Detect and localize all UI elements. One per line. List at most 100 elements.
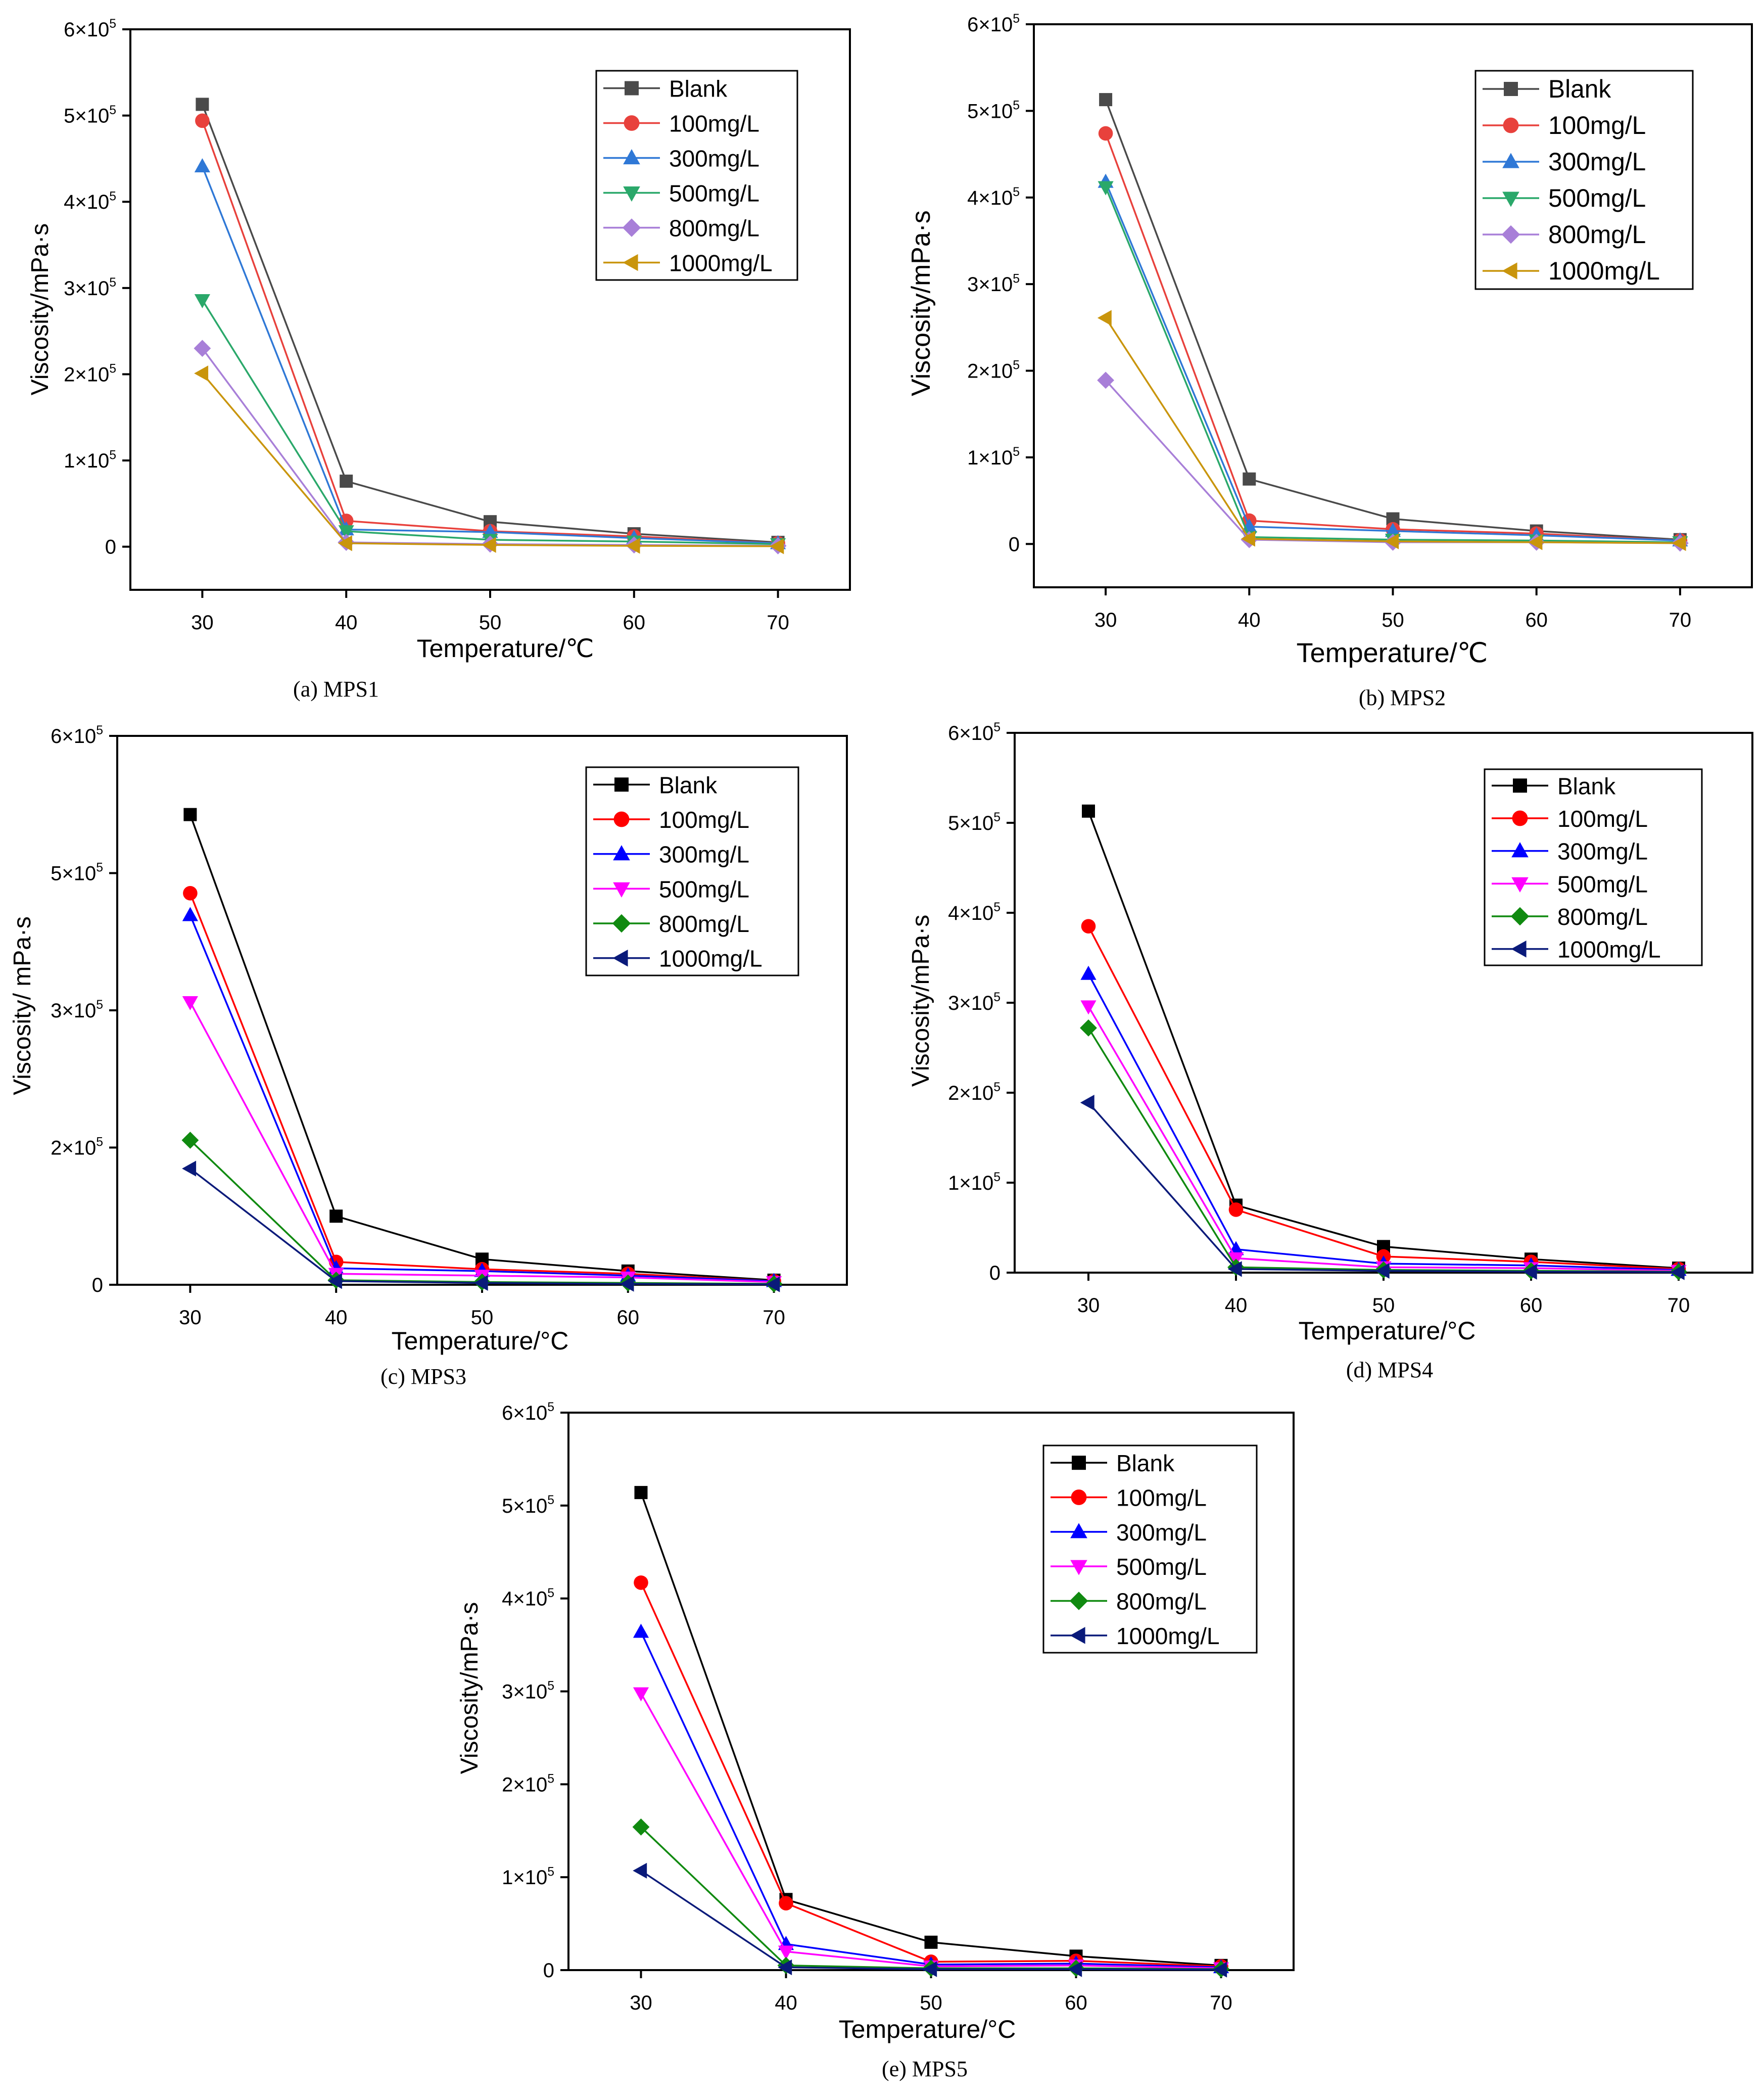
legend-label-c-4: 800mg/L [659, 911, 749, 937]
legend-marker-b-2 [1502, 153, 1519, 168]
x-tick-label-d: 30 [1077, 1294, 1100, 1317]
legend-label-d-5: 1000mg/L [1557, 937, 1661, 963]
series-line-d-1 [1087, 925, 1679, 1270]
y-tick-label-e: 5×105 [502, 1494, 554, 1517]
x-tick-label-b: 50 [1382, 609, 1404, 631]
legend-label-d-3: 500mg/L [1557, 871, 1648, 897]
legend-marker-a-2 [623, 149, 640, 165]
y-axis-label-b: Viscosity/mPa·s [906, 210, 935, 396]
data-point-c-2 [182, 907, 198, 921]
data-point-d-1 [1081, 919, 1096, 934]
y-tick-label-c: 6×105 [51, 724, 103, 748]
caption-a: (a) MPS1 [293, 677, 379, 702]
legend-label-d-4: 800mg/L [1557, 904, 1648, 930]
legend-marker-a-5 [623, 254, 638, 271]
x-tick-label-b: 30 [1094, 609, 1117, 631]
data-point-c-5 [182, 1160, 197, 1177]
legend-marker-c-1 [613, 811, 630, 827]
legend-label-b-4: 800mg/L [1548, 220, 1646, 249]
data-point-c-5 [327, 1273, 342, 1289]
legend-label-c-5: 1000mg/L [659, 946, 763, 972]
legend-label-a-4: 800mg/L [669, 215, 759, 242]
data-point-b-5 [1097, 310, 1112, 326]
data-point-e-5 [633, 1862, 647, 1879]
legend-marker-c-0 [614, 777, 629, 792]
legend-marker-d-4 [1510, 907, 1530, 926]
y-axis-label-e: Viscosity/mPa·s [456, 1602, 483, 1775]
x-tick-label-e: 60 [1065, 1992, 1087, 2014]
y-tick-label-d: 0 [989, 1262, 1001, 1284]
data-point-b-4 [1097, 371, 1114, 389]
x-tick-label-e: 70 [1210, 1992, 1232, 2014]
data-point-a-5 [626, 538, 640, 554]
data-point-c-4 [181, 1132, 199, 1149]
legend-marker-a-1 [624, 115, 640, 131]
y-tick-label-c: 3×105 [51, 998, 103, 1022]
y-tick-label-d: 3×105 [948, 991, 1001, 1014]
x-axis-label-a: Temperature/℃ [417, 634, 594, 663]
legend-label-c-2: 300mg/L [659, 842, 749, 868]
data-point-e-5 [923, 1961, 937, 1977]
data-point-a-5 [194, 365, 209, 382]
chart-e: 30 40 50 60 70 0 1×105 2×105 3×105 4×105 5×105 6×10… [456, 1401, 1295, 2081]
series-line-d-4 [1087, 1027, 1679, 1273]
x-tick-label-a: 40 [335, 612, 358, 634]
data-point-d-5 [1080, 1094, 1094, 1111]
data-point-e-4 [632, 1818, 650, 1836]
legend-box-d [1484, 768, 1703, 966]
y-axis-label-c: Viscosity/ mPa·s [9, 916, 36, 1095]
legend-label-b-5: 1000mg/L [1548, 257, 1660, 285]
legend-label-c-3: 500mg/L [659, 876, 749, 902]
legend-label-c-0: Blank [659, 772, 718, 798]
y-axis-label-d: Viscosity/mPa·s [908, 915, 934, 1087]
data-point-b-2 [1385, 523, 1401, 537]
data-point-c-5 [620, 1276, 634, 1292]
y-tick-label-c: 5×105 [51, 861, 103, 885]
data-point-d-5 [1522, 1264, 1537, 1280]
data-point-a-5 [482, 537, 496, 553]
y-tick-label-c: 2×105 [51, 1136, 103, 1159]
x-tick-label-a: 60 [623, 612, 646, 634]
data-point-e-0 [634, 1486, 648, 1500]
legend-marker-c-2 [613, 845, 630, 861]
legend-marker-e-5 [1070, 1627, 1085, 1644]
y-tick-label-e: 0 [543, 1959, 554, 1982]
data-point-a-1 [195, 113, 210, 128]
data-point-c-1 [183, 886, 198, 901]
data-point-d-3 [1080, 1000, 1097, 1015]
data-point-b-0 [1243, 472, 1256, 486]
data-point-e-1 [634, 1575, 648, 1590]
data-point-e-3 [633, 1687, 649, 1702]
y-tick-label-b: 3×105 [967, 272, 1020, 296]
x-tick-label-c: 50 [471, 1306, 494, 1329]
legend-marker-b-1 [1503, 117, 1519, 133]
legend-label-b-0: Blank [1548, 75, 1611, 103]
y-tick-label-a: 1×105 [64, 448, 116, 472]
data-point-c-0 [183, 808, 197, 821]
legend-box-b [1474, 70, 1694, 290]
x-tick-label-b: 60 [1525, 609, 1548, 631]
data-point-e-2 [633, 1623, 649, 1638]
legend-label-a-1: 100mg/L [669, 111, 759, 137]
legend-box-c [585, 766, 799, 976]
legend-label-e-2: 300mg/L [1116, 1519, 1207, 1546]
legend-marker-c-5 [612, 949, 628, 967]
legend-label-b-1: 100mg/L [1548, 111, 1646, 139]
x-axis-label-e: Temperature/°C [839, 2015, 1016, 2043]
y-tick-label-e: 1×105 [502, 1865, 554, 1889]
data-point-c-3 [182, 996, 198, 1010]
y-tick-label-d: 1×105 [948, 1171, 1001, 1194]
legend-label-e-1: 100mg/L [1116, 1485, 1207, 1511]
x-tick-label-b: 70 [1669, 609, 1692, 631]
y-tick-label-b: 6×105 [967, 12, 1020, 36]
legend-marker-b-4 [1501, 225, 1520, 244]
legend-label-e-0: Blank [1116, 1450, 1175, 1476]
legend-label-a-3: 500mg/L [669, 180, 759, 207]
data-point-d-2 [1080, 965, 1097, 980]
legend-marker-a-4 [622, 218, 641, 237]
x-tick-label-a: 30 [191, 612, 214, 634]
x-axis-label-c: Temperature/°C [392, 1327, 569, 1355]
legend-marker-a-3 [623, 186, 640, 202]
legend-marker-d-5 [1511, 940, 1527, 958]
legend-marker-a-0 [625, 81, 639, 96]
